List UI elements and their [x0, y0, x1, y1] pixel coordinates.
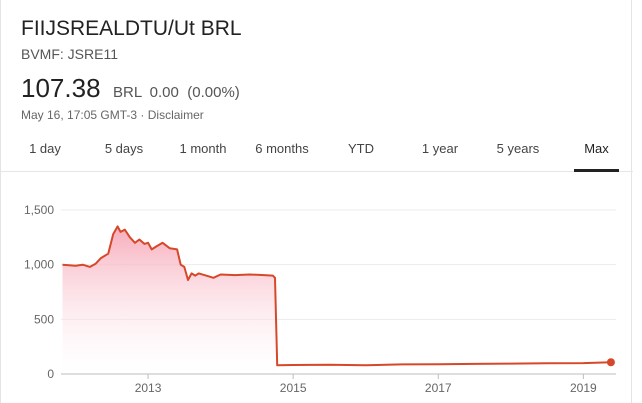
tab-5-days[interactable]: 5 days — [104, 141, 144, 156]
meta-separator: · — [140, 108, 145, 122]
y-tick-label: 1,000 — [24, 258, 54, 272]
x-tick-label: 2013 — [135, 381, 162, 395]
x-tick-label: 2017 — [425, 381, 452, 395]
quote-timestamp: May 16, 17:05 GMT-3 — [21, 108, 138, 122]
y-tick-label: 500 — [34, 312, 54, 326]
ticker-symbol: BVMF: JSRE11 — [21, 46, 118, 62]
tab-1-day[interactable]: 1 day — [29, 141, 61, 156]
disclaimer-link[interactable]: Disclaimer — [147, 108, 204, 122]
series-line — [62, 225, 611, 367]
range-tabs: 1 day 5 days 1 month 6 months YTD 1 year… — [1, 130, 633, 172]
current-price: 107.38 — [21, 73, 101, 103]
y-tick-label: 1,500 — [24, 203, 54, 217]
price-change: 0.00 — [149, 84, 179, 101]
quote-meta: May 16, 17:05 GMT-3 · Disclaimer — [21, 108, 204, 122]
tab-6-months[interactable]: 6 months — [255, 141, 309, 156]
chart-area-layer — [62, 225, 615, 374]
x-tick-label: 2019 — [570, 381, 597, 395]
chart-axes: 0 500 1,000 1,500 2013 2015 2017 2019 — [24, 203, 616, 395]
last-price-point — [606, 358, 615, 367]
price-chart[interactable]: 0 500 1,000 1,500 2013 2015 2017 2019 — [1, 176, 633, 403]
tab-1-month[interactable]: 1 month — [179, 141, 227, 156]
x-tick-label: 2015 — [280, 381, 307, 395]
tab-5-years[interactable]: 5 years — [496, 141, 540, 156]
tab-max[interactable]: Max — [574, 130, 619, 172]
series-area — [62, 226, 275, 374]
tab-ytd[interactable]: YTD — [348, 141, 374, 156]
tab-1-year[interactable]: 1 year — [421, 141, 459, 156]
currency-label: BRL — [112, 84, 143, 101]
y-tick-label: 0 — [47, 367, 54, 381]
price-row: 107.38 BRL 0.00 (0.00%) — [21, 73, 240, 104]
price-change-percent: (0.00%) — [187, 84, 240, 101]
security-name: FIIJSREALDTU/Ut BRL — [21, 17, 242, 40]
